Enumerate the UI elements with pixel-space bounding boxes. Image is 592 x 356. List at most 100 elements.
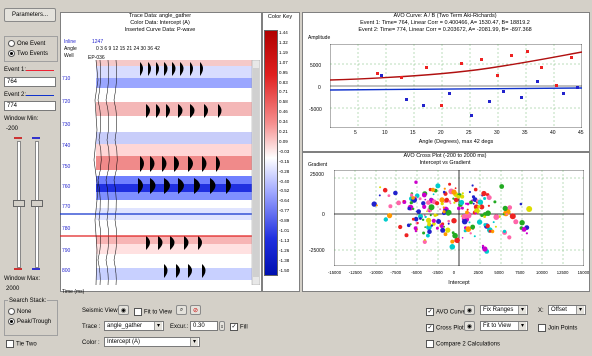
cross-plot-point	[427, 229, 432, 234]
cross-plot-point	[410, 193, 414, 197]
cross-plot-point	[485, 223, 490, 229]
avo-curve-plot[interactable]	[330, 44, 582, 128]
cross-plot-point	[411, 196, 415, 200]
avo-x-tick: 5	[354, 130, 357, 136]
compare-checkbox[interactable]: Compare 2 Calculations	[426, 340, 500, 348]
color-select[interactable]: Intercept (A)	[104, 337, 200, 347]
none-radio-circle[interactable]	[8, 308, 15, 315]
avo-curves-checkbox[interactable]: ✓ AVO Curves	[426, 308, 469, 316]
cross-plot-point	[525, 232, 528, 235]
cross-plot-point	[435, 183, 441, 189]
cross-plot-box[interactable]: ✓	[426, 324, 434, 332]
avo-eye-icon[interactable]: ◉	[464, 305, 475, 315]
cross-plot-point	[482, 212, 488, 217]
cross-plot-point	[487, 204, 490, 207]
cross-plot-point	[421, 201, 426, 206]
cross-plot-point	[387, 213, 393, 219]
cross-plot-point	[483, 215, 486, 218]
cross-plot-point	[396, 200, 401, 206]
cross-plot-point	[461, 218, 468, 225]
cross-plot-point	[431, 218, 436, 223]
cross-plot-point	[448, 200, 451, 203]
event1-avo-curve	[330, 51, 582, 81]
none-radio[interactable]: None	[8, 308, 31, 315]
cross-plot-chart[interactable]	[334, 170, 584, 266]
cross-y-tick: 25000	[310, 172, 324, 178]
peak-trough-label: Peak/Trough	[17, 319, 52, 326]
one-event-radio-circle[interactable]	[8, 40, 15, 47]
fill-checkbox[interactable]: ✓ Fill	[230, 323, 248, 331]
peak-trough-radio-circle[interactable]	[8, 318, 15, 325]
event1-field[interactable]: 764	[4, 77, 56, 87]
angle-label: Angle	[64, 46, 77, 52]
join-points-checkbox[interactable]: Join Points	[538, 324, 577, 332]
cross-plot-point	[472, 197, 478, 202]
fit-to-view-box[interactable]	[134, 308, 142, 316]
parameters-button[interactable]: Parameters...	[4, 8, 56, 22]
cross-plot-point	[418, 197, 422, 201]
color-key-value: -0.40	[279, 178, 290, 184]
cross-plot-point	[439, 208, 442, 211]
window-slider-left-thumb[interactable]	[13, 200, 25, 207]
color-key-value: 0.09	[279, 138, 288, 144]
join-points-box[interactable]	[538, 324, 546, 332]
cross-plot-point	[387, 194, 391, 197]
trace-select[interactable]: angle_gather	[104, 321, 164, 331]
cross-plot-point	[378, 194, 381, 197]
cross-plot-point	[413, 226, 418, 231]
zoom-icon[interactable]: ⌕	[176, 305, 187, 315]
avo-title-2: Event 1: Time= 764, Linear Corr = 0.4004…	[360, 20, 530, 26]
cross-plot-point	[423, 238, 426, 241]
tie-two-box[interactable]	[6, 340, 14, 348]
two-events-radio-circle[interactable]	[8, 50, 15, 57]
x-axis-select[interactable]: Offset	[548, 305, 586, 315]
cross-eye-icon[interactable]: ◉	[464, 321, 475, 331]
color-key-value: 0.21	[279, 129, 288, 134]
fit-to-view-checkbox[interactable]: Fit to View	[134, 308, 172, 316]
avo-curves-box[interactable]: ✓	[426, 308, 434, 316]
cross-plot-point	[422, 239, 427, 244]
color-key-value: -0.03	[279, 148, 290, 154]
cross-plot-point	[465, 210, 469, 215]
compare-box[interactable]	[426, 340, 434, 348]
cross-plot-point	[450, 239, 455, 244]
one-event-radio[interactable]: One Event	[8, 40, 45, 47]
tie-two-checkbox[interactable]: Tie Two	[6, 340, 37, 348]
fix-ranges-select[interactable]: Fix Ranges	[480, 305, 528, 315]
peak-trough-radio[interactable]: Peak/Trough	[8, 318, 51, 325]
color-key-value: -1.38	[279, 257, 290, 263]
cross-plot-point	[480, 213, 484, 217]
color-key-value: 1.19	[279, 49, 288, 55]
event2-color-line	[26, 95, 54, 96]
zoom-reset-icon[interactable]: ⊘	[190, 305, 201, 315]
cross-plot-checkbox[interactable]: ✓ Cross Plot	[426, 324, 464, 332]
cross-plot-point	[490, 229, 495, 234]
eye-icon[interactable]: ◉	[118, 305, 129, 315]
excur-field[interactable]: 0.30	[190, 321, 218, 331]
event2-field[interactable]: 774	[4, 101, 56, 111]
cross-plot-point	[471, 184, 474, 187]
seismic-gather-view[interactable]	[60, 60, 260, 285]
cross-plot-point	[471, 195, 476, 199]
avo-y-label: Amplitude	[308, 35, 331, 41]
fit-to-view-select[interactable]: Fit to View	[480, 321, 528, 331]
fill-box[interactable]: ✓	[230, 323, 238, 331]
excur-spinner-icon[interactable]: ⇕	[219, 321, 225, 331]
two-events-radio[interactable]: Two Events	[8, 50, 48, 57]
cross-plot-point	[465, 212, 472, 219]
avo-x-tick: 25	[466, 130, 472, 136]
event1-label: Event 1:	[4, 67, 27, 73]
color-key-value: -0.28	[279, 168, 290, 174]
cross-plot-point	[375, 204, 378, 207]
seismic-title-3: Inserted Curve Data: P-wave	[124, 27, 196, 33]
cross-plot-point	[486, 195, 492, 201]
time-label: 740	[62, 143, 71, 149]
window-slider-right-thumb[interactable]	[31, 200, 43, 207]
cross-plot-point	[429, 214, 432, 217]
color-key-value: 1.07	[279, 59, 288, 65]
cross-plot-point	[459, 199, 465, 206]
cross-plot-point	[402, 200, 405, 202]
cross-plot-point	[453, 197, 459, 203]
cross-plot-point	[443, 187, 446, 190]
seismic-scroll-thumb[interactable]	[253, 68, 259, 277]
